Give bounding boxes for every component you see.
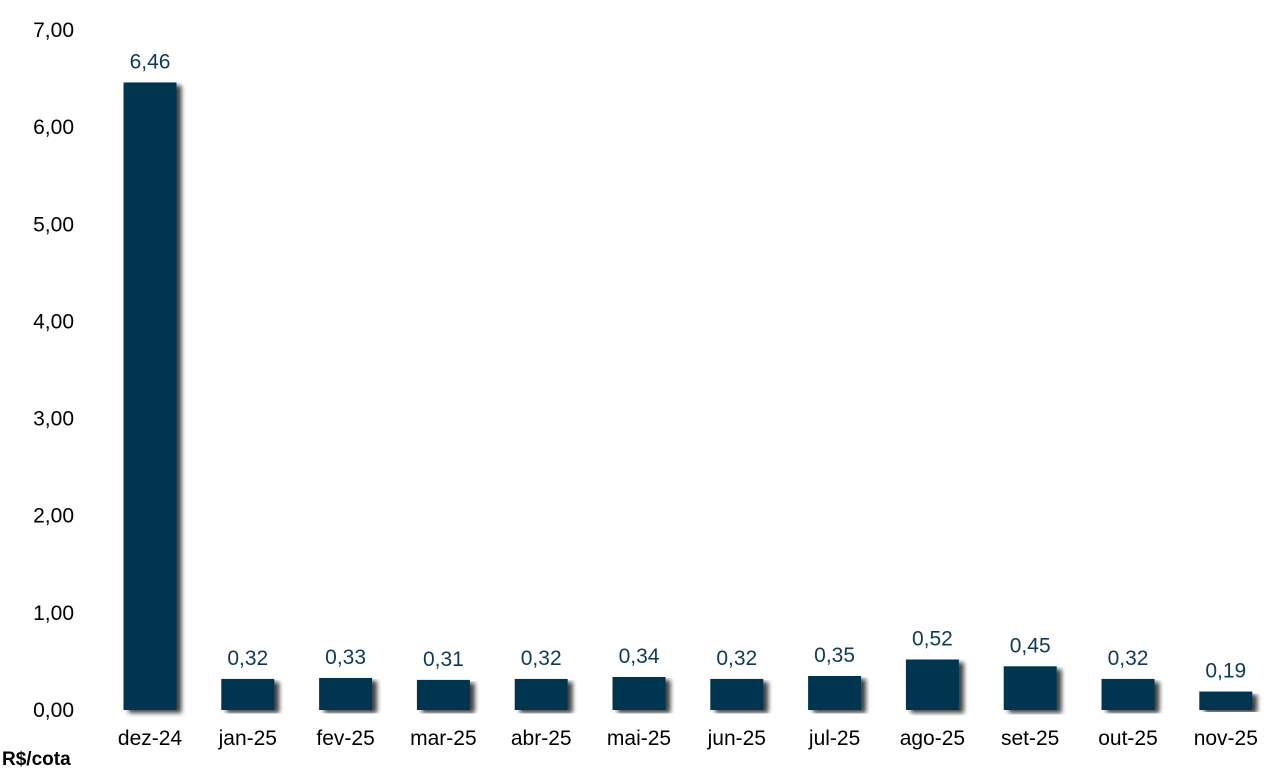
bar-jul-25 — [808, 676, 862, 710]
data-labels: 6,46 0,32 0,33 0,31 0,32 0,34 0,32 0,35 0,52 0,45… — [130, 50, 1247, 682]
y-tick-label: 7,00 — [33, 19, 74, 42]
x-tick-label: nov-25 — [1194, 727, 1258, 750]
data-label-dez-24: 6,46 — [130, 50, 171, 73]
data-label-mar-25: 0,31 — [423, 648, 464, 671]
x-tick-label: dez-24 — [118, 727, 183, 750]
bar-nov-25 — [1199, 691, 1253, 710]
x-tick-label: jul-25 — [808, 727, 860, 750]
y-axis-unit-label: R$/cota — [2, 749, 71, 770]
x-tick-label: out-25 — [1098, 727, 1158, 750]
bar-jun-25 — [710, 678, 764, 710]
data-label-jul-25: 0,35 — [814, 644, 855, 667]
bar-ago-25 — [905, 659, 959, 710]
data-label-mai-25: 0,34 — [619, 645, 660, 668]
data-label-nov-25: 0,19 — [1205, 660, 1246, 683]
bar-mai-25 — [612, 676, 666, 710]
bar-jan-25 — [221, 678, 275, 710]
x-tick-label: jan-25 — [218, 727, 277, 750]
x-tick-label: mai-25 — [607, 727, 671, 750]
data-label-out-25: 0,32 — [1108, 647, 1149, 670]
x-tick-label: set-25 — [1001, 727, 1059, 750]
y-tick-label: 0,00 — [33, 699, 74, 722]
bar-mar-25 — [416, 679, 470, 710]
y-tick-label: 5,00 — [33, 213, 74, 236]
bar-set-25 — [1003, 666, 1057, 710]
bar-out-25 — [1101, 678, 1155, 710]
bars — [123, 82, 1253, 710]
data-label-fev-25: 0,33 — [325, 646, 366, 669]
bar-fev-25 — [319, 677, 373, 710]
data-label-jan-25: 0,32 — [227, 647, 268, 670]
x-tick-label: abr-25 — [511, 727, 572, 750]
data-label-jun-25: 0,32 — [716, 647, 757, 670]
y-tick-label: 6,00 — [33, 116, 74, 139]
x-tick-label: fev-25 — [316, 727, 374, 750]
bar-dez-24 — [123, 82, 177, 710]
data-label-abr-25: 0,32 — [521, 647, 562, 670]
data-label-ago-25: 0,52 — [912, 627, 953, 650]
y-tick-label: 3,00 — [33, 408, 74, 431]
x-tick-label: mar-25 — [410, 727, 477, 750]
y-tick-label: 2,00 — [33, 505, 74, 528]
y-axis: 0,00 1,00 2,00 3,00 4,00 5,00 6,00 7,00 — [33, 19, 74, 722]
x-axis: dez-24 jan-25 fev-25 mar-25 abr-25 mai-25 jun-… — [118, 727, 1258, 750]
x-tick-label: ago-25 — [900, 727, 965, 750]
y-tick-label: 1,00 — [33, 602, 74, 625]
bar-abr-25 — [514, 678, 568, 710]
data-label-set-25: 0,45 — [1010, 634, 1051, 657]
x-tick-label: jun-25 — [707, 727, 766, 750]
y-tick-label: 4,00 — [33, 310, 74, 333]
